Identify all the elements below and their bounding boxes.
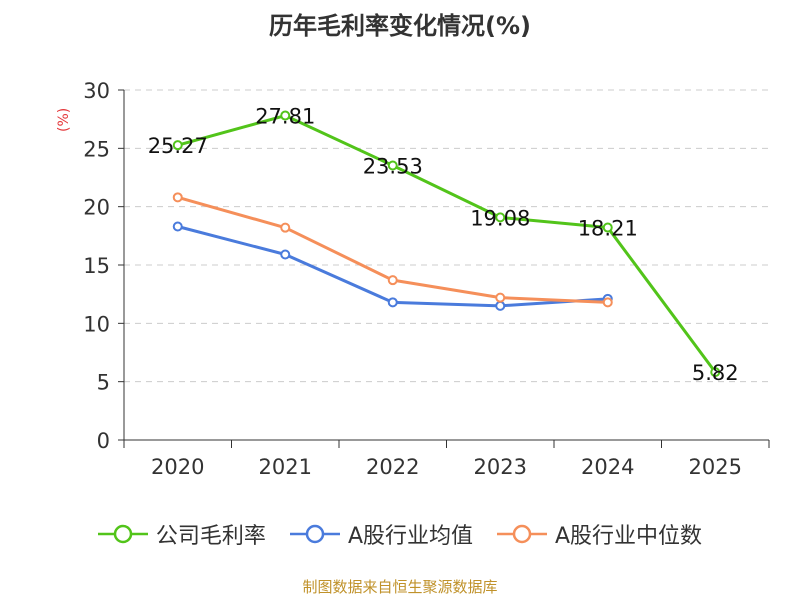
data-point: [280, 110, 291, 121]
data-point: [495, 212, 506, 223]
legend-label-company: 公司毛利率: [155, 524, 266, 549]
x-tick-label: 2025: [689, 455, 742, 479]
data-point: [172, 140, 183, 151]
x-tick-label: 2021: [259, 455, 312, 479]
y-tick-label: 0: [97, 429, 110, 453]
y-tick-label: 25: [83, 137, 110, 161]
data-label: 25.27: [148, 134, 208, 158]
legend-label-industry-mean: A股行业均值: [347, 524, 473, 549]
legend-swatch-industry-median: [497, 524, 547, 544]
data-label: 5.82: [692, 361, 739, 385]
data-label: 19.08: [470, 206, 530, 230]
y-tick-label: 10: [83, 312, 110, 336]
data-label: 27.81: [255, 105, 315, 129]
series-line-0: [177, 114, 717, 373]
legend-item-company[interactable]: 公司毛利率: [97, 518, 266, 550]
y-tick-label: 20: [83, 196, 110, 220]
data-point: [602, 222, 613, 233]
data-point: [172, 192, 183, 203]
series-line-2: [177, 195, 608, 304]
data-point: [280, 249, 291, 260]
y-tick-label: 15: [83, 254, 110, 278]
x-tick-label: 2022: [366, 455, 419, 479]
legend-swatch-company: [97, 524, 148, 544]
x-tick-label: 2024: [581, 455, 634, 479]
data-point: [387, 297, 398, 308]
data-label: 23.53: [363, 154, 423, 178]
legend: 公司毛利率 A股行业均值 A股行业中位数: [0, 518, 800, 550]
data-point: [172, 221, 183, 232]
data-point: [710, 367, 721, 378]
data-point: [280, 222, 291, 233]
x-tick-label: 2020: [151, 455, 204, 479]
y-tick-label: 5: [97, 371, 110, 395]
legend-item-industry-median[interactable]: A股行业中位数: [497, 518, 702, 550]
chart-title: 历年毛利率变化情况(%): [269, 12, 531, 40]
data-point: [602, 297, 613, 308]
data-label: 18.21: [578, 217, 638, 241]
data-point: [495, 300, 506, 311]
legend-item-industry-mean[interactable]: A股行业均值: [289, 518, 473, 550]
legend-label-industry-median: A股行业中位数: [555, 524, 703, 549]
data-point: [495, 292, 506, 303]
y-tick-label: 30: [83, 79, 110, 103]
legend-swatch-industry-mean: [289, 524, 340, 544]
series-line-1: [177, 225, 608, 308]
data-point: [387, 275, 398, 286]
data-source-note: 制图数据来自恒生聚源数据库: [302, 578, 498, 596]
data-point: [387, 160, 398, 171]
x-tick-label: 2023: [474, 455, 527, 479]
